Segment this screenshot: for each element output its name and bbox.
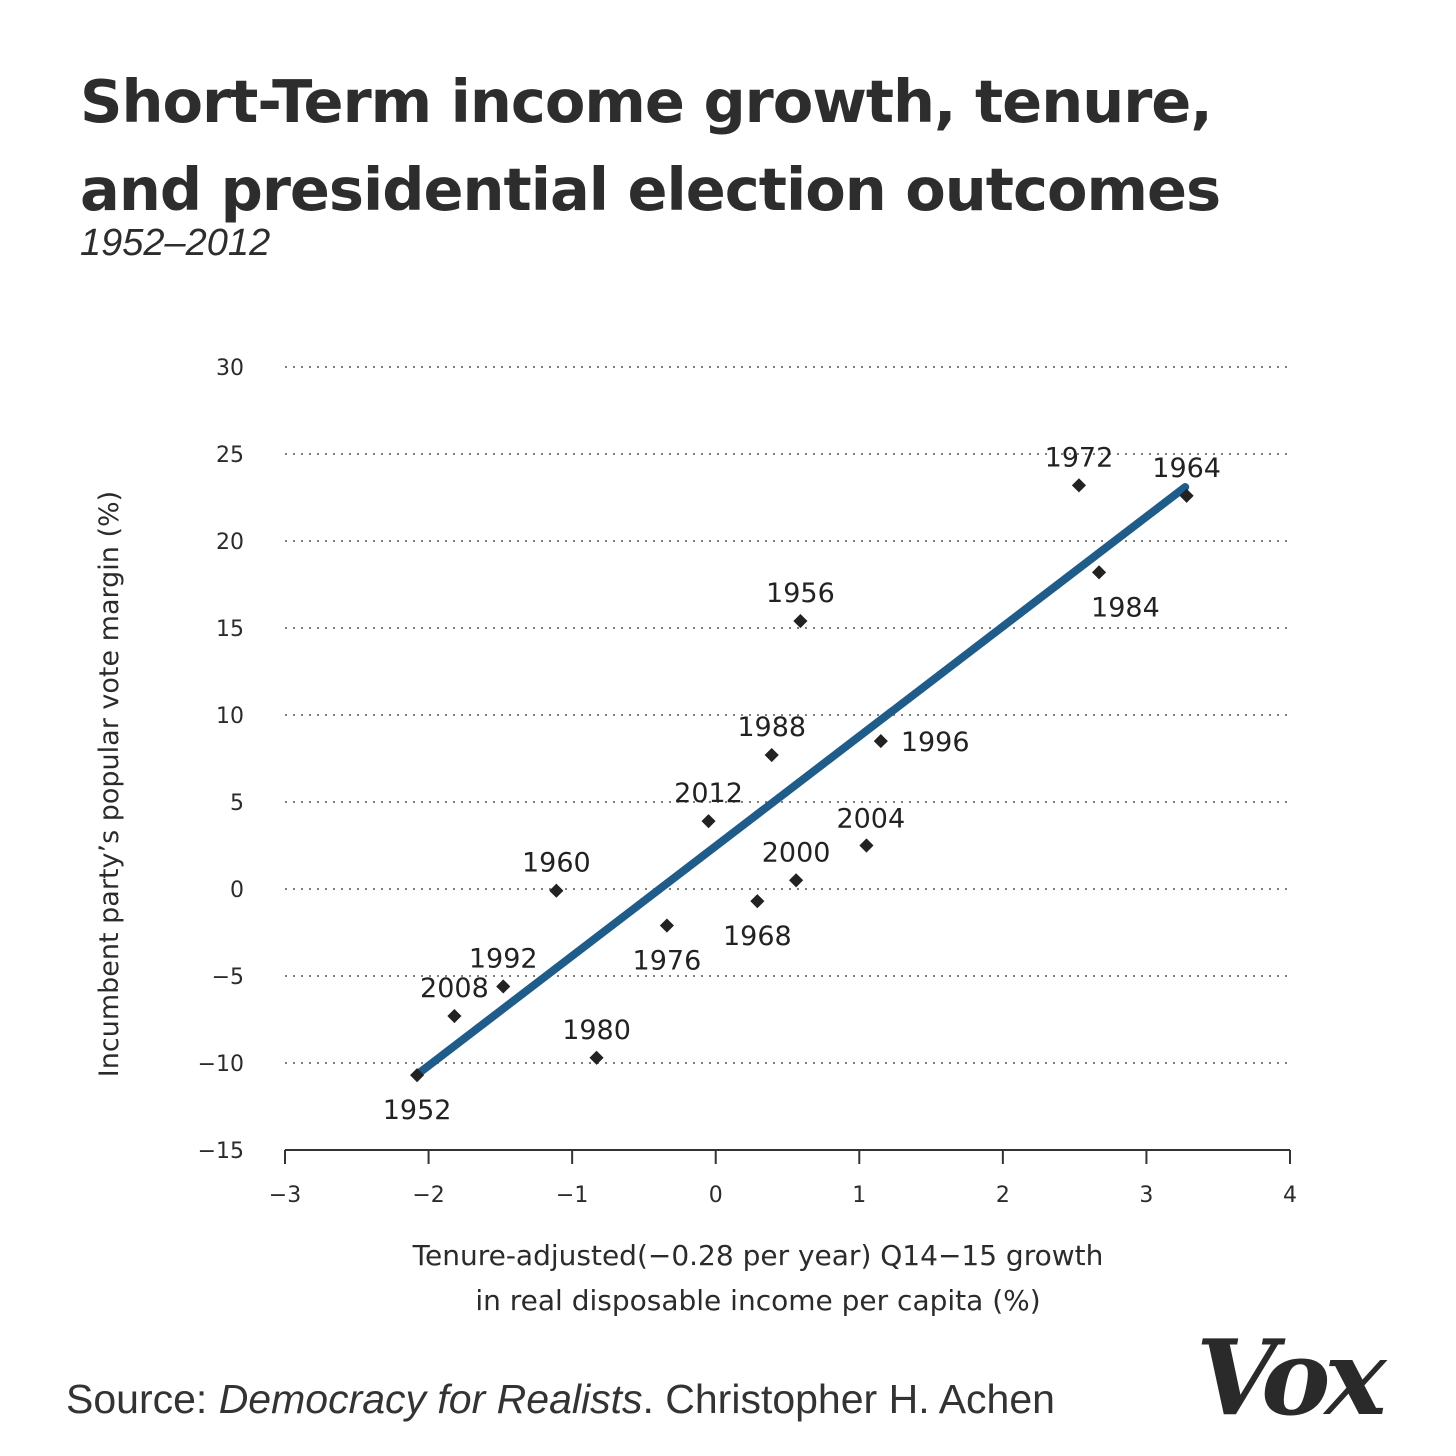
data-point-1992 (496, 979, 511, 994)
data-point-1980 (589, 1050, 604, 1065)
y-tick-label: 15 (216, 617, 244, 642)
chart-subtitle: 1952–2012 (80, 222, 271, 264)
source-note: Source: Democracy for Realists. Christop… (66, 1376, 1055, 1423)
x-tick-label: −1 (556, 1183, 588, 1208)
point-label-2012: 2012 (674, 778, 743, 809)
data-point-1984 (1091, 565, 1107, 580)
x-axis: −3 −2 −1 0 1 2 3 4 (269, 1149, 1297, 1208)
data-point-1952 (410, 1068, 425, 1083)
data-point-2012 (701, 814, 716, 829)
vox-logo: Vox (1196, 1316, 1386, 1439)
x-tick-label: 2 (996, 1183, 1010, 1208)
point-label-1996: 1996 (901, 727, 970, 758)
data-point-1972 (1071, 478, 1087, 493)
source-prefix: Source: (66, 1376, 219, 1422)
y-tick-label: 5 (230, 791, 244, 816)
source-author: . Christopher H. Achen (642, 1376, 1055, 1422)
y-tick-label: −10 (198, 1052, 244, 1077)
y-tick-label: 25 (216, 443, 244, 468)
data-point-1988 (764, 747, 779, 763)
point-label-1992: 1992 (469, 943, 538, 974)
point-label-1960: 1960 (522, 848, 591, 879)
point-labels-layer: 1952 1956 1960 1964 1968 1972 1976 1980 1984 1988… (383, 442, 1221, 1126)
point-label-1976: 1976 (633, 946, 702, 977)
point-label-2008: 2008 (420, 973, 489, 1004)
x-tick-label: 1 (852, 1183, 866, 1208)
data-points-layer (410, 478, 1194, 1083)
point-label-1964: 1964 (1152, 453, 1221, 484)
data-point-1956 (793, 613, 808, 629)
data-point-1996 (873, 734, 888, 749)
point-label-1968: 1968 (723, 921, 792, 952)
point-label-1952: 1952 (383, 1095, 452, 1126)
y-axis-label: Incumbent party’s popular vote margin (%… (94, 491, 125, 1077)
data-point-1960 (549, 883, 564, 898)
data-point-2008 (447, 1008, 462, 1024)
title-line-1: Short-Term income growth, tenure, (80, 67, 1213, 136)
source-book-title: Democracy for Realists (218, 1376, 643, 1422)
data-point-2000 (789, 873, 804, 888)
chart-title: Short-Term income growth, tenure, and pr… (80, 58, 1400, 234)
x-tick-label: 0 (709, 1183, 723, 1208)
data-point-1964 (1179, 488, 1194, 503)
point-label-1980: 1980 (562, 1015, 631, 1046)
trend-line (414, 483, 1190, 1078)
x-tick-label: 3 (1139, 1183, 1153, 1208)
point-label-1956: 1956 (766, 578, 835, 609)
point-label-1988: 1988 (737, 712, 806, 743)
y-tick-label: 30 (216, 356, 244, 381)
point-label-1972: 1972 (1045, 442, 1114, 473)
point-label-2004: 2004 (836, 804, 905, 835)
x-tick-label: −3 (269, 1183, 301, 1208)
y-tick-label: 0 (230, 878, 244, 903)
x-axis-label-line-2: in real disposable income per capita (%) (475, 1284, 1040, 1317)
y-tick-label: −15 (198, 1139, 244, 1164)
point-label-2000: 2000 (762, 837, 831, 868)
x-axis-label-line-1: Tenure-adjusted(−0.28 per year) Q14−15 g… (412, 1239, 1104, 1272)
data-point-2004 (859, 838, 874, 853)
trend-line-layer (414, 483, 1190, 1078)
y-tick-label: −5 (212, 965, 244, 990)
data-point-1968 (750, 894, 765, 909)
y-tick-label: 10 (216, 704, 244, 729)
y-axis-tick-labels: 30 25 20 15 10 5 0 −5 −10 −15 (198, 356, 244, 1164)
title-line-2: and presidential election outcomes (80, 155, 1221, 224)
x-tick-label: 4 (1283, 1183, 1297, 1208)
data-point-1976 (659, 918, 674, 933)
x-tick-label: −2 (412, 1183, 444, 1208)
y-tick-label: 20 (216, 530, 244, 555)
point-label-1984: 1984 (1091, 592, 1160, 623)
